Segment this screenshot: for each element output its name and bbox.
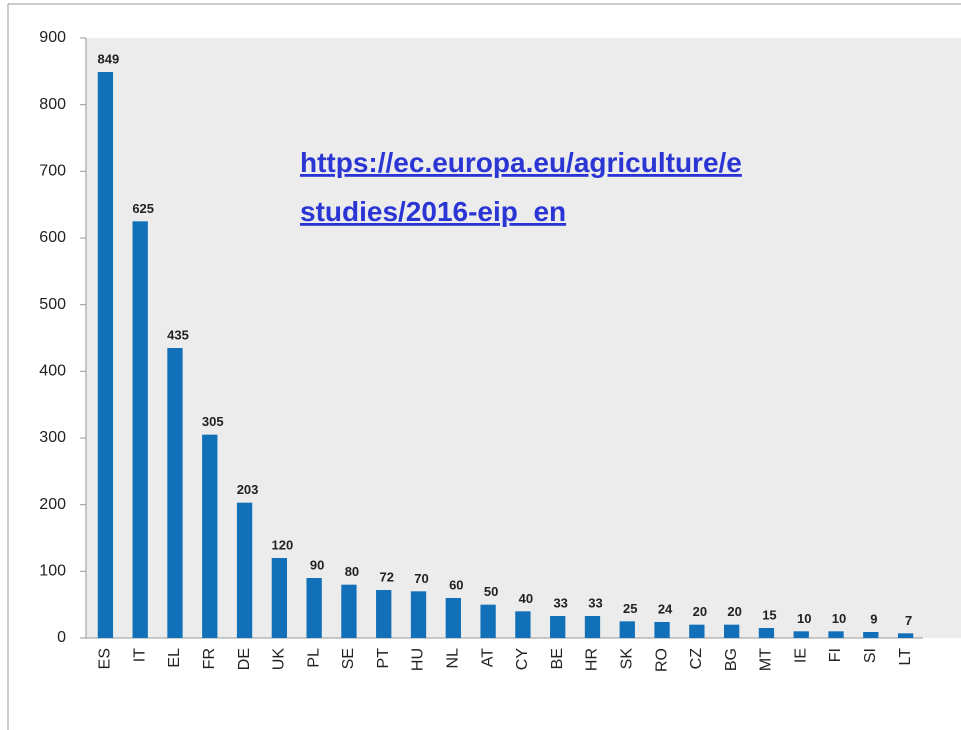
x-tick-label: MT — [758, 648, 775, 671]
value-label: 15 — [762, 607, 776, 622]
bar — [445, 598, 461, 638]
value-label: 20 — [693, 604, 707, 619]
value-label: 435 — [167, 327, 189, 342]
x-tick-label: PL — [305, 648, 322, 668]
link-text: https://ec.europa.eu/agriculture/e — [300, 147, 742, 178]
x-tick-label: EL — [166, 648, 183, 668]
value-label: 625 — [132, 201, 154, 216]
x-tick-label: BE — [549, 648, 566, 669]
x-tick-label: PT — [375, 648, 392, 669]
value-label: 10 — [797, 611, 811, 626]
x-tick-label: UK — [271, 648, 288, 671]
y-tick-label: 400 — [39, 363, 66, 380]
x-tick-label: IT — [131, 648, 148, 662]
bar — [863, 632, 879, 638]
x-tick-label: SK — [618, 648, 635, 670]
bar — [167, 348, 183, 638]
x-tick-label: DE — [236, 648, 253, 670]
value-label: 25 — [623, 601, 637, 616]
y-tick-label: 700 — [39, 163, 66, 180]
value-label: 10 — [832, 611, 846, 626]
x-tick-label: FR — [201, 648, 218, 669]
y-tick-label: 900 — [39, 29, 66, 46]
value-label: 24 — [658, 601, 673, 616]
x-tick-label: LT — [897, 648, 914, 666]
value-label: 20 — [727, 604, 741, 619]
value-label: 80 — [345, 564, 359, 579]
value-label: 33 — [553, 595, 567, 610]
plot-area — [86, 38, 961, 638]
value-label: 72 — [379, 569, 393, 584]
value-label: 203 — [237, 482, 259, 497]
bar — [132, 221, 148, 639]
x-tick-label: BG — [723, 648, 740, 671]
y-tick-label: 800 — [39, 96, 66, 113]
bar — [341, 584, 357, 638]
x-tick-label: NL — [445, 648, 462, 669]
value-label: 120 — [272, 537, 294, 552]
bar — [654, 622, 670, 638]
x-tick-label: IE — [792, 648, 809, 663]
y-tick-label: 500 — [39, 296, 66, 313]
bar — [480, 604, 496, 638]
bar — [236, 502, 253, 638]
link-text: studies/2016-eip_en — [300, 196, 566, 227]
value-label: 305 — [202, 414, 224, 429]
x-tick-label: HU — [410, 648, 427, 671]
value-label: 40 — [519, 591, 533, 606]
value-label: 50 — [484, 584, 498, 599]
x-tick-label: CZ — [688, 648, 705, 670]
value-label: 7 — [905, 613, 912, 628]
y-tick-label: 600 — [39, 229, 66, 246]
x-tick-label: RO — [653, 648, 670, 672]
x-tick-label: SE — [340, 648, 357, 669]
x-tick-label: ES — [97, 648, 114, 669]
bar — [758, 628, 775, 638]
x-tick-label: CY — [514, 648, 531, 671]
x-tick-label: FI — [827, 648, 844, 662]
bar — [689, 624, 705, 638]
value-label: 849 — [98, 51, 120, 66]
value-label: 33 — [588, 595, 602, 610]
x-tick-label: AT — [479, 648, 496, 667]
value-label: 90 — [310, 557, 324, 572]
value-label: 9 — [870, 611, 877, 626]
y-tick-label: 100 — [39, 563, 66, 580]
y-tick-label: 0 — [57, 629, 66, 646]
bar — [723, 624, 740, 638]
x-tick-label: SI — [862, 648, 879, 663]
value-label: 60 — [449, 577, 463, 592]
y-tick-label: 200 — [39, 496, 66, 513]
bar — [515, 611, 531, 638]
bar — [97, 72, 114, 638]
bar — [271, 558, 288, 638]
bar — [619, 621, 635, 638]
bar — [828, 631, 844, 638]
bar — [306, 578, 322, 638]
x-tick-label: HR — [584, 648, 601, 671]
bar — [793, 631, 809, 638]
bar — [376, 590, 392, 638]
bar — [897, 633, 914, 638]
bar — [410, 591, 427, 638]
y-tick-label: 300 — [39, 429, 66, 446]
bar — [584, 616, 601, 638]
bar — [550, 616, 566, 638]
value-label: 70 — [414, 571, 428, 586]
bar — [202, 434, 218, 638]
